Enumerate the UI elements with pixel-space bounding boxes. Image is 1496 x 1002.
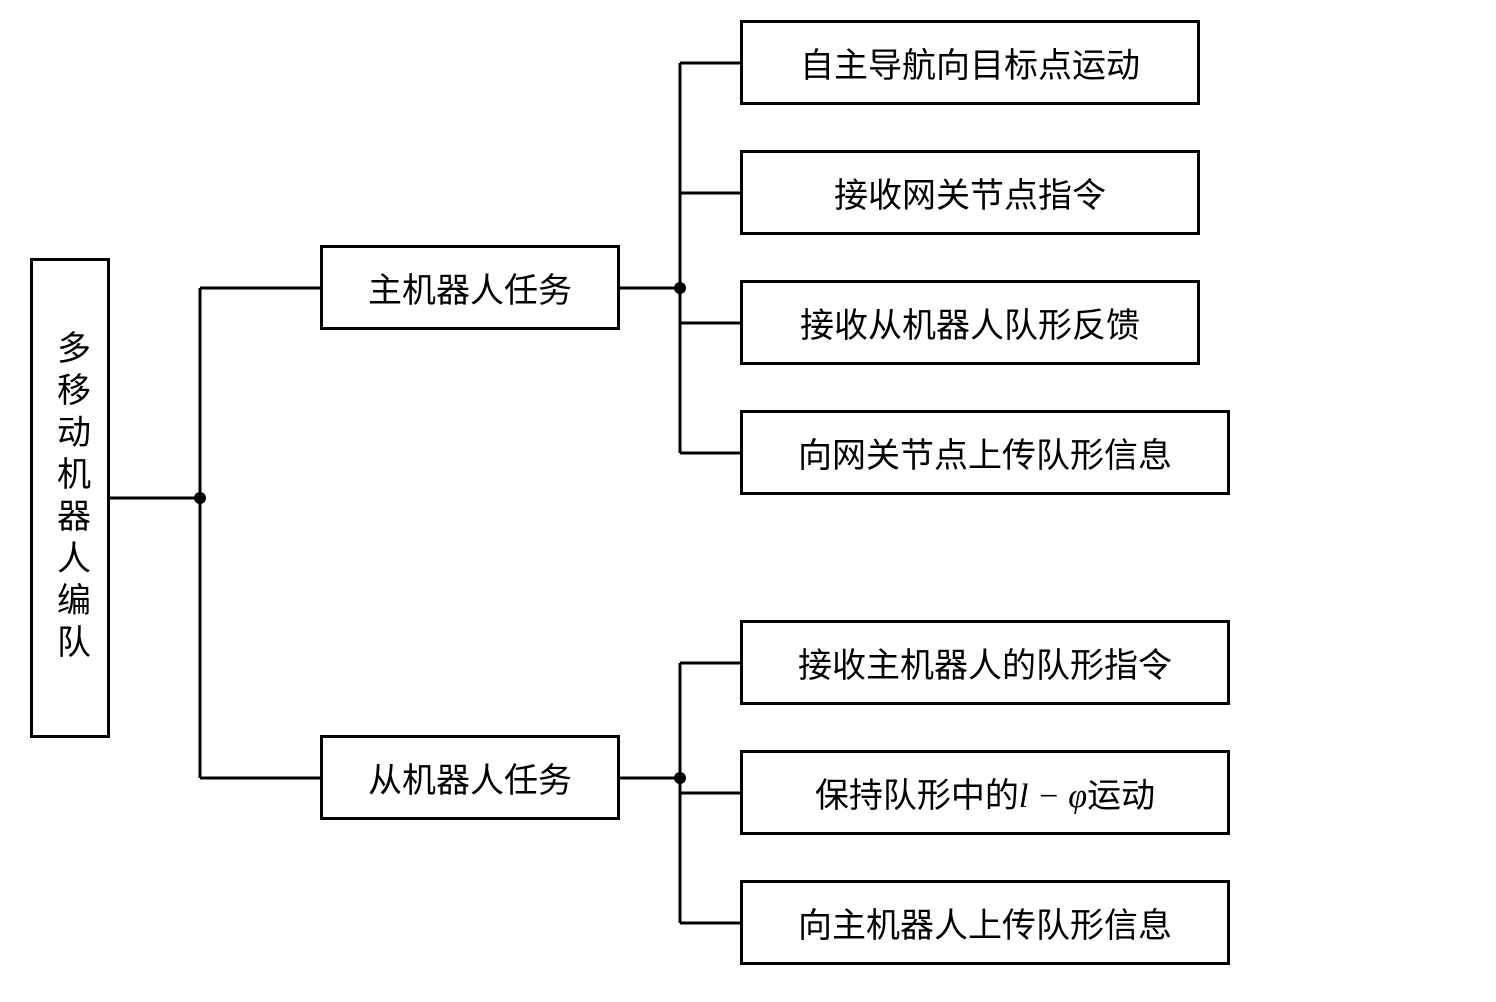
level2-node-slave: 从机器人任务 [320,735,620,820]
tree-diagram: 多移动机器人编队 主机器人任务从机器人任务 自主导航向目标点运动接收网关节点指令接收… [0,0,1496,1002]
root-node: 多移动机器人编队 [30,258,110,738]
level3-master-node-0: 自主导航向目标点运动 [740,20,1200,105]
level3-slave-node-2: 向主机器人上传队形信息 [740,880,1230,965]
level2-node-master: 主机器人任务 [320,245,620,330]
level3-slave-node-0: 接收主机器人的队形指令 [740,620,1230,705]
level3-master-node-3: 向网关节点上传队形信息 [740,410,1230,495]
level3-master-node-2: 接收从机器人队形反馈 [740,280,1200,365]
level3-slave-node-1: 保持队形中的l − φ运动 [740,750,1230,835]
level3-master-node-1: 接收网关节点指令 [740,150,1200,235]
